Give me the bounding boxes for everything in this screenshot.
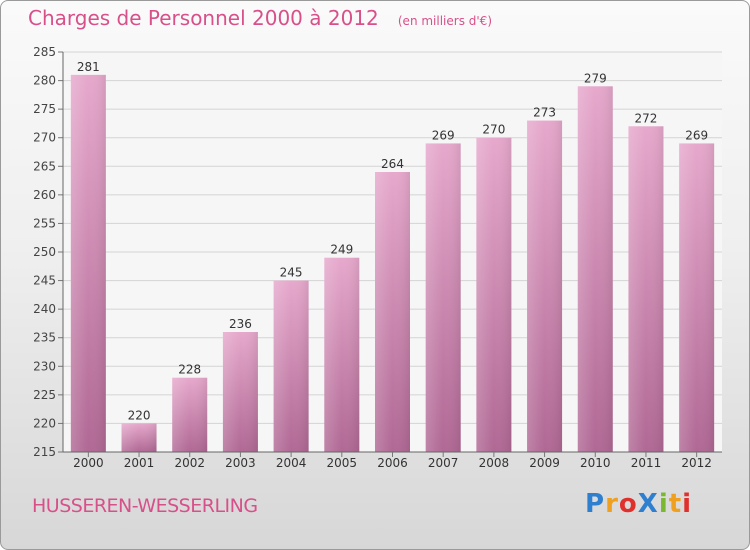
logo-letter: i — [682, 489, 693, 519]
y-tick-label: 270 — [33, 131, 56, 145]
y-tick-label: 245 — [33, 274, 56, 288]
bar-shade-2008 — [476, 137, 512, 452]
data-label: 228 — [178, 363, 201, 377]
bar-shade-2001 — [121, 423, 157, 452]
x-tick-label: 2007 — [428, 456, 459, 470]
logo-letter: o — [618, 489, 638, 519]
bar-shade-2006 — [375, 172, 410, 452]
x-tick-label: 2009 — [529, 456, 560, 470]
bar-shade-2002 — [172, 377, 208, 452]
data-label: 245 — [280, 266, 303, 280]
unit-note: (en milliers d'€) — [397, 14, 492, 28]
y-tick-label: 260 — [33, 188, 56, 202]
data-label: 272 — [635, 111, 658, 125]
logo-letter: i — [658, 489, 669, 519]
data-label: 281 — [77, 60, 100, 74]
chart-title: Charges de Personnel 2000 à 2012 — [28, 6, 379, 30]
bars: 281 220 228 236 245 249 264 269 270 273 279 272 269 — [70, 60, 715, 453]
logo-letter: X — [637, 489, 659, 519]
y-tick-label: 225 — [33, 388, 56, 402]
x-tick-label: 2000 — [73, 456, 104, 470]
data-label: 269 — [432, 128, 455, 142]
bar-shade-2007 — [425, 143, 461, 452]
y-tick-label: 240 — [33, 302, 56, 316]
data-label: 270 — [482, 123, 505, 137]
y-tick-label: 215 — [33, 445, 56, 459]
y-tick-label: 230 — [33, 359, 56, 373]
x-tick-label: 2003 — [225, 456, 256, 470]
bar-shade-2004 — [273, 280, 309, 452]
y-tick-label: 255 — [33, 216, 56, 230]
title-row: Charges de Personnel 2000 à 2012 (en mil… — [28, 6, 492, 30]
logo-letter: r — [605, 489, 619, 519]
data-label: 249 — [330, 243, 353, 257]
y-tick-label: 250 — [33, 245, 56, 259]
x-tick-label: 2002 — [174, 456, 205, 470]
y-tick-label: 235 — [33, 331, 56, 345]
bar-shade-2005 — [324, 257, 360, 452]
data-label: 269 — [685, 128, 708, 142]
x-tick-label: 2004 — [276, 456, 307, 470]
data-label: 264 — [381, 157, 404, 171]
bar-shade-2009 — [527, 120, 563, 453]
logo-letter: P — [585, 489, 606, 519]
data-label: 273 — [533, 106, 556, 120]
place-name: HUSSEREN-WESSERLING — [32, 495, 258, 517]
y-tick-label: 220 — [33, 416, 56, 430]
x-tick-label: 2008 — [479, 456, 510, 470]
y-tick-label: 265 — [33, 159, 56, 173]
proxiti-logo[interactable]: ProXiti — [585, 489, 692, 519]
data-label: 279 — [584, 71, 607, 85]
x-tick-label: 2005 — [327, 456, 358, 470]
y-tick-label: 275 — [33, 102, 56, 116]
x-tick-label: 2006 — [377, 456, 408, 470]
x-tick-label: 2001 — [124, 456, 155, 470]
bar-shade-2003 — [222, 332, 258, 452]
x-tick-label: 2010 — [580, 456, 611, 470]
bar-shade-2010 — [577, 86, 613, 453]
bar-shade-2012 — [679, 143, 715, 452]
bar-shade-2000 — [70, 74, 106, 452]
data-label: 220 — [128, 408, 151, 422]
x-tick-label: 2012 — [681, 456, 712, 470]
logo-letter: t — [668, 489, 683, 519]
y-tick-label: 280 — [33, 74, 56, 88]
y-tick-label: 285 — [33, 45, 56, 59]
bar-shade-2011 — [628, 126, 664, 453]
axes: 215 220 225 230 235 240 245 250 255 260 265 270 275 2… — [33, 45, 722, 470]
data-label: 236 — [229, 317, 252, 331]
x-tick-label: 2011 — [631, 456, 662, 470]
